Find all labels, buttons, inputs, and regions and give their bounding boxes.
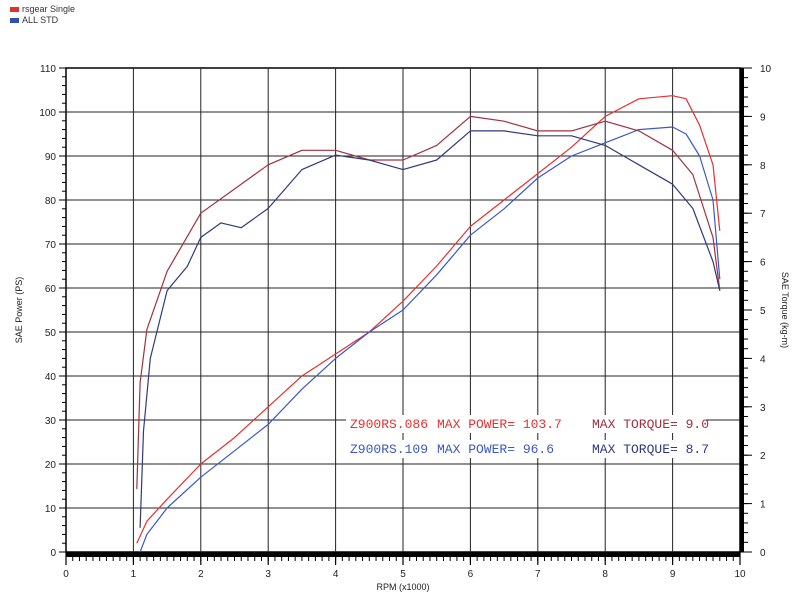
x-tick-label: 6	[468, 569, 474, 580]
legend-swatch-blue	[10, 18, 19, 23]
y2-axis-label: SAE Torque (kg-m)	[780, 272, 790, 348]
legend-label: ALL STD	[22, 15, 59, 25]
x-tick-label: 8	[602, 569, 608, 580]
series-line-all-std-power	[139, 126, 721, 553]
y-tick-label: 40	[45, 372, 57, 383]
y-tick-label: 90	[45, 152, 57, 163]
series-line-rsgear-single-torque	[136, 115, 721, 490]
legend-item: ALL STD	[10, 15, 75, 26]
x-tick-label: 9	[670, 569, 676, 580]
x-axis-label: RPM (x1000)	[376, 582, 429, 592]
y2-tick-label: 4	[760, 354, 766, 365]
annotation-background	[346, 440, 706, 458]
y2-tick-label: 10	[760, 64, 772, 75]
y2-tick-label: 7	[760, 209, 766, 220]
y2-tick-label: 8	[760, 161, 766, 172]
y-tick-label: 100	[39, 108, 56, 119]
legend: rsgear Single ALL STD	[10, 4, 75, 26]
y2-tick-label: 1	[760, 500, 766, 511]
y2-tick-label: 9	[760, 112, 766, 123]
annotation-max-power: MAX POWER= 103.7	[437, 417, 562, 432]
x-tick-label: 10	[734, 569, 746, 580]
x-tick-label: 3	[265, 569, 271, 580]
y2-tick-label: 6	[760, 258, 766, 269]
x-tick-label: 5	[400, 569, 406, 580]
legend-item: rsgear Single	[10, 4, 75, 15]
annotation-run: Z900RS.086	[350, 417, 428, 432]
y-tick-label: 20	[45, 460, 57, 471]
x-tick-label: 4	[333, 569, 339, 580]
y-axis-label: SAE Power (PS)	[14, 277, 24, 344]
series-line-rsgear-single-power	[136, 95, 721, 544]
y-tick-label: 70	[45, 240, 57, 251]
y-tick-label: 110	[40, 64, 56, 75]
annotation-max-torque: MAX TORQUE= 9.0	[592, 417, 709, 432]
annotation-run: Z900RS.109	[350, 442, 428, 457]
x-tick-label: 1	[131, 569, 137, 580]
legend-label: rsgear Single	[22, 4, 76, 14]
x-tick-label: 2	[198, 569, 204, 580]
y2-tick-label: 5	[760, 306, 766, 317]
annotation-max-power: MAX POWER= 96.6	[437, 442, 554, 457]
x-tick-label: 0	[63, 569, 69, 580]
y-tick-label: 80	[45, 196, 57, 207]
x-tick-label: 7	[535, 569, 541, 580]
y-tick-label: 60	[45, 284, 57, 295]
y2-tick-label: 0	[760, 548, 766, 559]
legend-swatch-red	[10, 7, 19, 12]
y2-tick-label: 3	[760, 403, 766, 414]
series-line-all-std-torque	[139, 130, 721, 528]
y2-tick-label: 2	[760, 451, 766, 462]
annotation-background	[346, 415, 706, 433]
y-tick-label: 30	[45, 416, 57, 427]
y-tick-label: 10	[45, 504, 57, 515]
y-tick-label: 0	[50, 548, 56, 559]
y-tick-label: 50	[45, 328, 57, 339]
annotation-max-torque: MAX TORQUE= 8.7	[592, 442, 709, 457]
